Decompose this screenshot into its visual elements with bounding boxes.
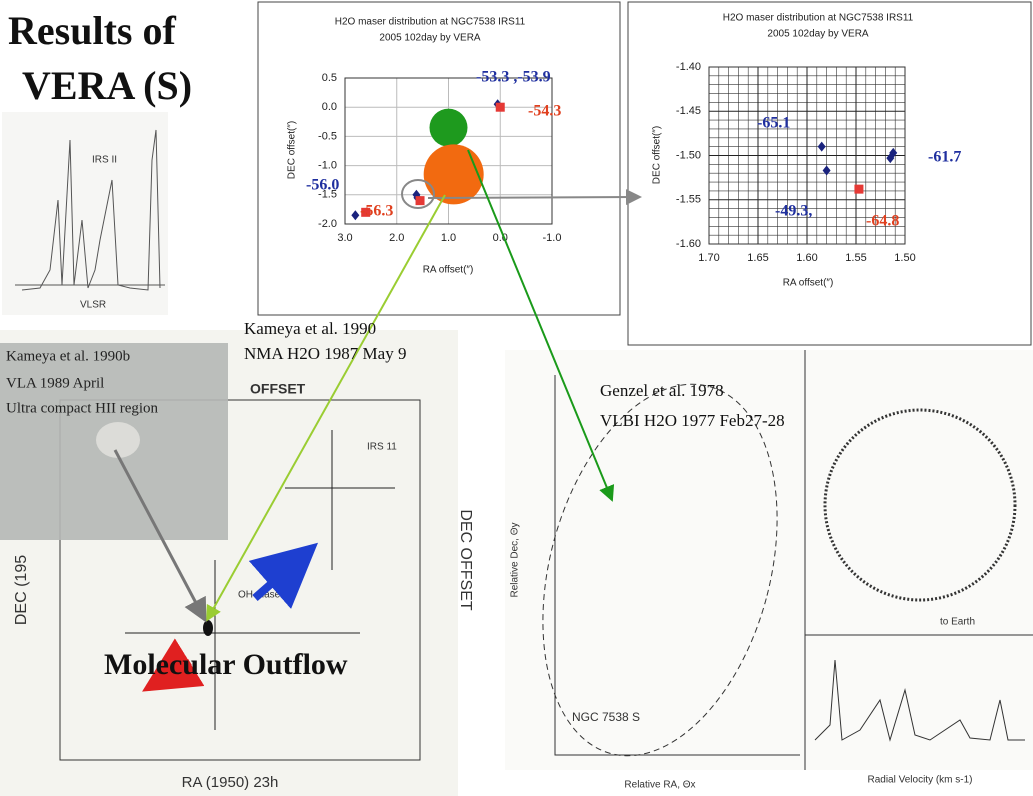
link-arrow [467, 149, 615, 502]
marker-diamond [351, 210, 360, 221]
reference: Kameya et al. 1990 [244, 319, 376, 338]
chart-subtitle: 2005 102day by VERA [767, 29, 869, 40]
reference: NMA H2O 1987 May 9 [244, 344, 406, 363]
scan-label: IRS II [92, 155, 117, 166]
dashed-ellipse [542, 383, 778, 757]
spectrum-line [21, 129, 161, 291]
scan-label: Relative RA, Θx [624, 780, 695, 791]
x-tick-label: 1.70 [698, 252, 719, 264]
slide-title: VERA (S) [22, 63, 192, 108]
outflow-arrow [142, 638, 205, 692]
scan-label: Relative Dec, Θy [510, 522, 521, 597]
reference: VLBI H2O 1977 Feb27-28 [600, 411, 785, 430]
marker-square [495, 102, 505, 112]
outflow-label: Molecular Outflow [104, 648, 348, 681]
plot-frame [344, 77, 553, 225]
vlbi-frame [554, 375, 800, 756]
y-tick-label: -1.55 [676, 194, 701, 206]
scan-label: VLSR [80, 300, 106, 311]
reference: Genzel et al. 1978 [600, 381, 724, 400]
x-axis-label: RA offset(″) [783, 278, 834, 289]
x-tick-label: 1.0 [441, 232, 456, 244]
y-tick-label: 0.0 [322, 101, 337, 113]
outflow-arrow [248, 542, 319, 609]
x-tick-label: 1.55 [845, 252, 866, 264]
annotation: -56.0 [306, 177, 339, 194]
y-axis-label: DEC offset(″) [652, 126, 663, 184]
vlbi-scan [505, 350, 1033, 770]
vlbi-dividers [804, 350, 1033, 770]
x-tick-label: -1.0 [543, 232, 562, 244]
scan-label: NGC 7538 S [572, 710, 640, 724]
y-tick-label: -1.0 [318, 160, 337, 172]
annotation: -56.3 [360, 203, 393, 220]
x-tick-label: 2.0 [389, 232, 404, 244]
scan-label: Radial Velocity (km s-1) [867, 775, 972, 786]
source-blob [203, 620, 213, 636]
scan-label: DEC (195 [13, 555, 30, 625]
link-arrow [206, 194, 446, 622]
link-arrow [113, 449, 207, 623]
chart-subtitle: 2005 102day by VERA [379, 33, 481, 44]
zoom-arrow [427, 189, 642, 206]
y-tick-label: -1.45 [676, 105, 701, 117]
x-tick-label: 1.60 [796, 252, 817, 264]
y-tick-label: -1.5 [318, 189, 337, 201]
shell [823, 408, 1017, 602]
marker-square [361, 207, 371, 217]
spectrum-scan [2, 112, 168, 315]
reference: Kameya et al. 1990b [6, 348, 130, 364]
annotation: -54.3 [528, 103, 561, 120]
vlbi-spectrum [814, 659, 1025, 742]
cross-lines [125, 430, 395, 730]
scan-label: RA (1950) 23h [182, 774, 279, 791]
plot-frame [708, 66, 906, 245]
hii-region [96, 422, 140, 458]
annotation: -61.7 [928, 149, 961, 166]
scan-label: DEC OFFSET [457, 509, 474, 611]
highlight-ring [401, 179, 435, 209]
y-axis-label: DEC offset(″) [287, 121, 298, 179]
chart-title: H2O maser distribution at NGC7538 IRS11 [335, 17, 526, 28]
marker-circle [423, 144, 484, 205]
x-axis-label: RA offset(″) [423, 265, 474, 276]
y-tick-label: -0.5 [318, 130, 337, 142]
y-tick-label: 0.5 [322, 72, 337, 84]
marker-diamond [817, 141, 826, 152]
scan-label: to Earth [940, 617, 975, 628]
x-tick-label: 0.0 [493, 232, 508, 244]
y-tick-label: -2.0 [318, 218, 337, 230]
marker-square [854, 184, 864, 194]
marker-square [415, 196, 425, 206]
annotation: -53.3 ,-53.9 [476, 69, 551, 86]
y-tick-label: -1.60 [676, 238, 701, 250]
marker-diamond [822, 165, 831, 176]
marker-circle [429, 108, 468, 147]
annotation: -64.8 [866, 213, 899, 230]
annotation: -65.1 [757, 115, 790, 132]
marker-diamond [889, 147, 898, 158]
x-tick-label: 3.0 [337, 232, 352, 244]
scan-label: IRS 11 [367, 442, 397, 453]
reference: Ultra compact HII region [6, 400, 159, 416]
reference: VLA 1989 April [6, 375, 104, 391]
nma-frame [59, 399, 421, 761]
scan-label: OFFSET [250, 381, 306, 397]
y-tick-label: -1.40 [676, 61, 701, 73]
y-tick-label: -1.50 [676, 149, 701, 161]
annotation: -49.3, [775, 203, 812, 220]
slide-title: Results of [8, 8, 176, 53]
chart-title: H2O maser distribution at NGC7538 IRS11 [723, 13, 914, 24]
x-tick-label: 1.65 [747, 252, 768, 264]
x-tick-label: 1.50 [894, 252, 915, 264]
